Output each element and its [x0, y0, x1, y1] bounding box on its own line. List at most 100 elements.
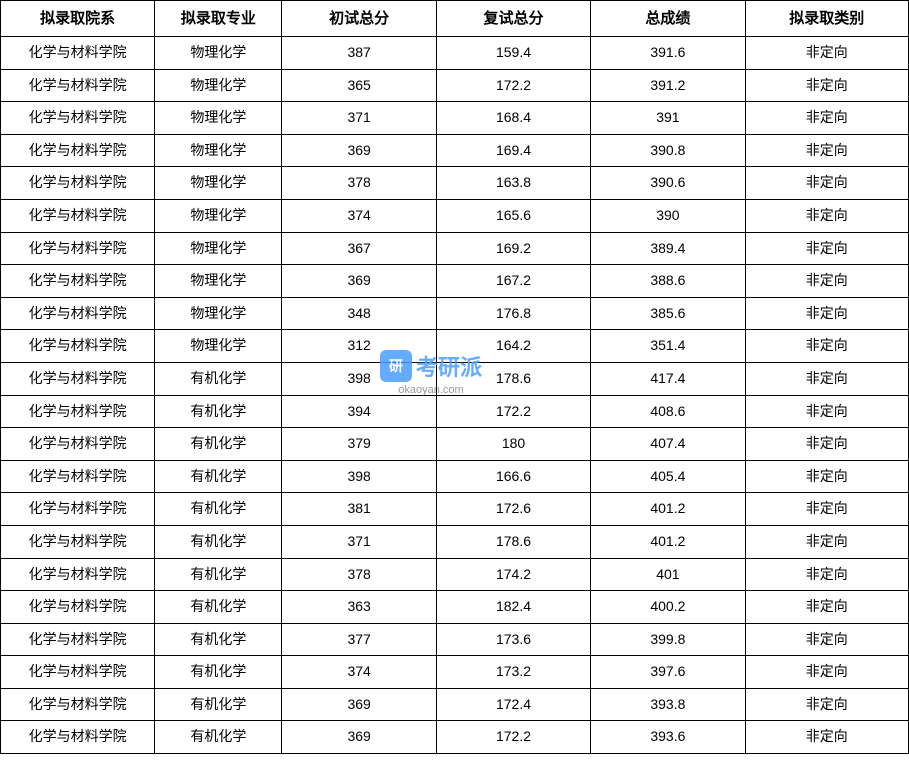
table-cell: 405.4 — [591, 460, 745, 493]
table-cell: 381 — [282, 493, 436, 526]
table-cell: 有机化学 — [155, 395, 282, 428]
table-cell: 化学与材料学院 — [1, 558, 155, 591]
table-row: 化学与材料学院物理化学367169.2389.4非定向 — [1, 232, 909, 265]
table-row: 化学与材料学院有机化学369172.4393.8非定向 — [1, 688, 909, 721]
table-cell: 393.6 — [591, 721, 745, 754]
table-cell: 化学与材料学院 — [1, 656, 155, 689]
table-cell: 371 — [282, 525, 436, 558]
table-header-cell: 拟录取院系 — [1, 1, 155, 37]
table-cell: 非定向 — [745, 591, 908, 624]
table-cell: 有机化学 — [155, 460, 282, 493]
table-cell: 物理化学 — [155, 330, 282, 363]
table-cell: 172.4 — [436, 688, 590, 721]
table-cell: 159.4 — [436, 37, 590, 70]
table-cell: 176.8 — [436, 297, 590, 330]
table-cell: 401.2 — [591, 493, 745, 526]
table-cell: 169.4 — [436, 134, 590, 167]
table-cell: 180 — [436, 428, 590, 461]
table-cell: 非定向 — [745, 297, 908, 330]
table-cell: 167.2 — [436, 265, 590, 298]
table-cell: 化学与材料学院 — [1, 199, 155, 232]
table-row: 化学与材料学院有机化学379180407.4非定向 — [1, 428, 909, 461]
table-cell: 非定向 — [745, 330, 908, 363]
table-cell: 163.8 — [436, 167, 590, 200]
table-cell: 非定向 — [745, 558, 908, 591]
table-cell: 393.8 — [591, 688, 745, 721]
table-cell: 385.6 — [591, 297, 745, 330]
table-cell: 非定向 — [745, 199, 908, 232]
table-cell: 390.6 — [591, 167, 745, 200]
table-cell: 172.2 — [436, 69, 590, 102]
table-cell: 物理化学 — [155, 199, 282, 232]
table-cell: 物理化学 — [155, 232, 282, 265]
table-cell: 390.8 — [591, 134, 745, 167]
table-cell: 178.6 — [436, 525, 590, 558]
table-cell: 363 — [282, 591, 436, 624]
table-cell: 非定向 — [745, 395, 908, 428]
table-cell: 化学与材料学院 — [1, 134, 155, 167]
table-cell: 非定向 — [745, 102, 908, 135]
table-cell: 化学与材料学院 — [1, 37, 155, 70]
table-header-row: 拟录取院系拟录取专业初试总分复试总分总成绩拟录取类别 — [1, 1, 909, 37]
table-row: 化学与材料学院物理化学312164.2351.4非定向 — [1, 330, 909, 363]
table-cell: 化学与材料学院 — [1, 330, 155, 363]
table-cell: 169.2 — [436, 232, 590, 265]
table-cell: 有机化学 — [155, 591, 282, 624]
table-cell: 有机化学 — [155, 428, 282, 461]
table-cell: 有机化学 — [155, 688, 282, 721]
table-cell: 391 — [591, 102, 745, 135]
table-cell: 351.4 — [591, 330, 745, 363]
table-row: 化学与材料学院有机化学378174.2401非定向 — [1, 558, 909, 591]
table-cell: 化学与材料学院 — [1, 167, 155, 200]
table-row: 化学与材料学院有机化学398166.6405.4非定向 — [1, 460, 909, 493]
table-cell: 化学与材料学院 — [1, 265, 155, 298]
table-row: 化学与材料学院物理化学371168.4391非定向 — [1, 102, 909, 135]
table-row: 化学与材料学院有机化学398178.6417.4非定向 — [1, 362, 909, 395]
table-cell: 物理化学 — [155, 265, 282, 298]
table-header-cell: 初试总分 — [282, 1, 436, 37]
table-cell: 172.2 — [436, 721, 590, 754]
table-cell: 非定向 — [745, 721, 908, 754]
table-cell: 有机化学 — [155, 362, 282, 395]
table-cell: 有机化学 — [155, 493, 282, 526]
table-cell: 非定向 — [745, 656, 908, 689]
table-cell: 379 — [282, 428, 436, 461]
table-cell: 有机化学 — [155, 721, 282, 754]
table-cell: 化学与材料学院 — [1, 102, 155, 135]
table-cell: 394 — [282, 395, 436, 428]
table-cell: 物理化学 — [155, 37, 282, 70]
table-row: 化学与材料学院物理化学374165.6390非定向 — [1, 199, 909, 232]
table-cell: 化学与材料学院 — [1, 688, 155, 721]
table-cell: 化学与材料学院 — [1, 69, 155, 102]
table-cell: 172.2 — [436, 395, 590, 428]
table-cell: 388.6 — [591, 265, 745, 298]
table-cell: 174.2 — [436, 558, 590, 591]
table-cell: 369 — [282, 265, 436, 298]
table-cell: 369 — [282, 134, 436, 167]
table-cell: 非定向 — [745, 688, 908, 721]
table-cell: 397.6 — [591, 656, 745, 689]
table-cell: 物理化学 — [155, 167, 282, 200]
table-cell: 非定向 — [745, 623, 908, 656]
table-row: 化学与材料学院物理化学387159.4391.6非定向 — [1, 37, 909, 70]
table-row: 化学与材料学院有机化学371178.6401.2非定向 — [1, 525, 909, 558]
table-cell: 化学与材料学院 — [1, 623, 155, 656]
table-cell: 390 — [591, 199, 745, 232]
table-cell: 400.2 — [591, 591, 745, 624]
table-cell: 有机化学 — [155, 525, 282, 558]
table-cell: 化学与材料学院 — [1, 721, 155, 754]
table-cell: 401 — [591, 558, 745, 591]
table-header-cell: 拟录取类别 — [745, 1, 908, 37]
table-cell: 物理化学 — [155, 297, 282, 330]
table-cell: 398 — [282, 362, 436, 395]
table-cell: 物理化学 — [155, 134, 282, 167]
table-cell: 182.4 — [436, 591, 590, 624]
table-row: 化学与材料学院有机化学374173.2397.6非定向 — [1, 656, 909, 689]
table-cell: 378 — [282, 558, 436, 591]
table-cell: 172.6 — [436, 493, 590, 526]
table-cell: 化学与材料学院 — [1, 460, 155, 493]
table-cell: 非定向 — [745, 265, 908, 298]
table-cell: 312 — [282, 330, 436, 363]
table-cell: 374 — [282, 656, 436, 689]
table-cell: 非定向 — [745, 37, 908, 70]
